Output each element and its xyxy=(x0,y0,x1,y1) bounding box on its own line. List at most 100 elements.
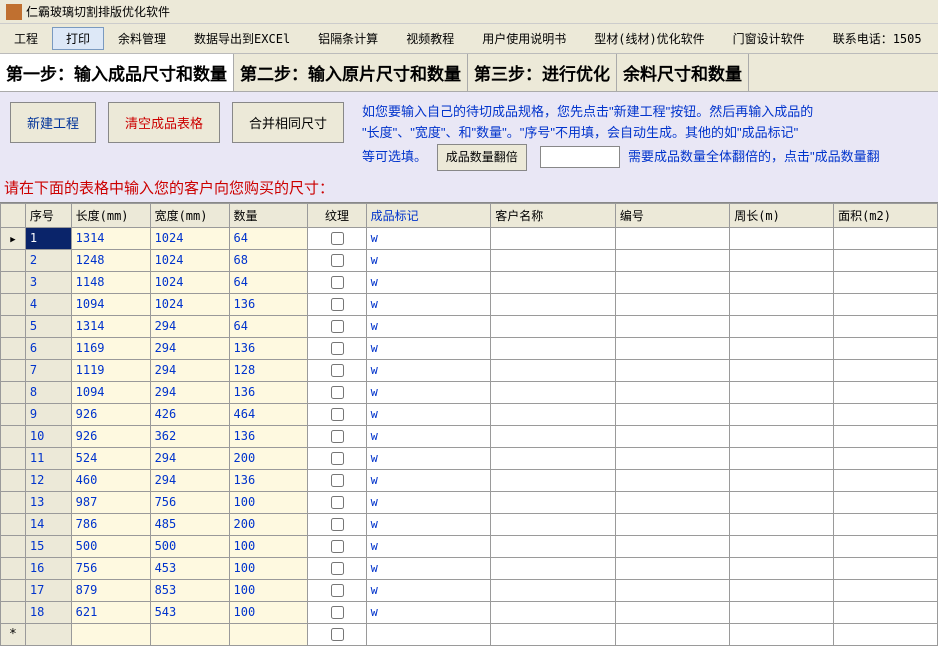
cell-seq[interactable]: 15 xyxy=(25,535,71,557)
cell-seq[interactable]: 1 xyxy=(25,227,71,249)
cell-tex[interactable] xyxy=(308,249,366,271)
cell-qty[interactable]: 136 xyxy=(229,293,308,315)
cell-cust[interactable] xyxy=(491,601,616,623)
cell-len[interactable]: 524 xyxy=(71,447,150,469)
row-header[interactable] xyxy=(1,601,26,623)
cell-mark[interactable]: w xyxy=(366,557,491,579)
texture-checkbox[interactable] xyxy=(331,408,344,421)
cell-code[interactable] xyxy=(615,403,729,425)
row-header[interactable] xyxy=(1,469,26,491)
col-code[interactable]: 编号 xyxy=(615,203,729,227)
cell-code[interactable] xyxy=(615,271,729,293)
cell-mark[interactable]: w xyxy=(366,249,491,271)
cell-qty[interactable]: 64 xyxy=(229,227,308,249)
cell-qty[interactable]: 100 xyxy=(229,491,308,513)
cell-peri[interactable] xyxy=(730,315,834,337)
cell-tex[interactable] xyxy=(308,381,366,403)
cell-tex[interactable] xyxy=(308,447,366,469)
row-header[interactable] xyxy=(1,293,26,315)
cell-code[interactable] xyxy=(615,425,729,447)
menu-item-5[interactable]: 视频教程 xyxy=(392,27,468,50)
cell-mark[interactable]: w xyxy=(366,535,491,557)
cell-qty[interactable]: 128 xyxy=(229,359,308,381)
cell-area[interactable] xyxy=(834,381,938,403)
cell-wid[interactable]: 362 xyxy=(150,425,229,447)
cell-area[interactable] xyxy=(834,425,938,447)
cell-mark[interactable]: w xyxy=(366,293,491,315)
cell-tex[interactable] xyxy=(308,425,366,447)
cell-mark[interactable]: w xyxy=(366,513,491,535)
cell-wid[interactable]: 294 xyxy=(150,447,229,469)
menu-item-2[interactable]: 余料管理 xyxy=(104,27,180,50)
cell-peri[interactable] xyxy=(730,249,834,271)
menu-item-1[interactable]: 打印 xyxy=(52,27,104,50)
table-row[interactable]: 12460294136w xyxy=(1,469,938,491)
cell-cust[interactable] xyxy=(491,447,616,469)
cell-tex[interactable] xyxy=(308,469,366,491)
cell-wid[interactable]: 853 xyxy=(150,579,229,601)
cell-seq[interactable]: 5 xyxy=(25,315,71,337)
cell-qty[interactable]: 64 xyxy=(229,315,308,337)
cell-code[interactable] xyxy=(615,227,729,249)
cell-cust[interactable] xyxy=(491,491,616,513)
cell-seq[interactable]: 10 xyxy=(25,425,71,447)
cell-cust[interactable] xyxy=(491,403,616,425)
cell-tex[interactable] xyxy=(308,315,366,337)
cell-wid[interactable]: 1024 xyxy=(150,293,229,315)
cell-area[interactable] xyxy=(834,513,938,535)
cell-seq[interactable]: 2 xyxy=(25,249,71,271)
cell-len[interactable]: 1169 xyxy=(71,337,150,359)
data-grid[interactable]: 序号 长度(mm) 宽度(mm) 数量 纹理 成品标记 客户名称 编号 周长(m… xyxy=(0,202,938,647)
row-header[interactable] xyxy=(1,315,26,337)
cell-seq[interactable]: 17 xyxy=(25,579,71,601)
cell-seq[interactable]: 14 xyxy=(25,513,71,535)
cell-wid[interactable]: 756 xyxy=(150,491,229,513)
cell-len[interactable]: 500 xyxy=(71,535,150,557)
cell-seq[interactable]: 8 xyxy=(25,381,71,403)
cell-seq[interactable]: 16 xyxy=(25,557,71,579)
table-row[interactable]: 9926426464w xyxy=(1,403,938,425)
col-seq[interactable]: 序号 xyxy=(25,203,71,227)
cell-area[interactable] xyxy=(834,469,938,491)
texture-checkbox[interactable] xyxy=(331,606,344,619)
new-row[interactable] xyxy=(1,623,938,645)
row-header[interactable] xyxy=(1,227,26,249)
cell-len[interactable]: 1314 xyxy=(71,315,150,337)
cell-tex[interactable] xyxy=(308,293,366,315)
cell-mark[interactable]: w xyxy=(366,425,491,447)
texture-checkbox[interactable] xyxy=(331,430,344,443)
cell-cust[interactable] xyxy=(491,359,616,381)
cell-peri[interactable] xyxy=(730,359,834,381)
cell-code[interactable] xyxy=(615,513,729,535)
texture-checkbox[interactable] xyxy=(331,452,344,465)
table-row[interactable]: 17879853100w xyxy=(1,579,938,601)
cell-seq[interactable]: 7 xyxy=(25,359,71,381)
cell-qty[interactable]: 100 xyxy=(229,535,308,557)
cell-cust[interactable] xyxy=(491,535,616,557)
new-project-button[interactable]: 新建工程 xyxy=(10,102,96,143)
menu-item-3[interactable]: 数据导出到EXCEl xyxy=(180,27,304,50)
texture-checkbox[interactable] xyxy=(331,364,344,377)
table-row[interactable]: 5131429464w xyxy=(1,315,938,337)
cell-cust[interactable] xyxy=(491,227,616,249)
texture-checkbox[interactable] xyxy=(331,496,344,509)
step-tab-4[interactable]: 余料尺寸和数量 xyxy=(617,54,749,91)
table-row[interactable]: 61169294136w xyxy=(1,337,938,359)
menu-item-4[interactable]: 铝隔条计算 xyxy=(304,27,392,50)
cell-code[interactable] xyxy=(615,491,729,513)
cell-area[interactable] xyxy=(834,227,938,249)
cell-cust[interactable] xyxy=(491,381,616,403)
cell-code[interactable] xyxy=(615,315,729,337)
cell-tex[interactable] xyxy=(308,557,366,579)
table-row[interactable]: 13987756100w xyxy=(1,491,938,513)
cell-len[interactable]: 786 xyxy=(71,513,150,535)
cell-len[interactable]: 987 xyxy=(71,491,150,513)
cell-qty[interactable]: 100 xyxy=(229,601,308,623)
cell-qty[interactable]: 136 xyxy=(229,381,308,403)
cell-qty[interactable]: 136 xyxy=(229,337,308,359)
cell-area[interactable] xyxy=(834,271,938,293)
cell-tex[interactable] xyxy=(308,491,366,513)
cell-tex[interactable] xyxy=(308,403,366,425)
cell-code[interactable] xyxy=(615,249,729,271)
row-header[interactable] xyxy=(1,337,26,359)
